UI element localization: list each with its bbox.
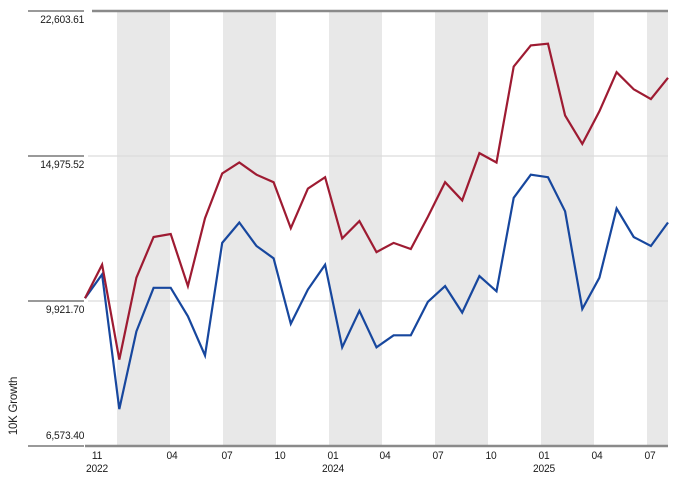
x-axis-tick-label: 10: [485, 450, 497, 462]
x-axis-tick-label: 04: [166, 450, 178, 462]
x-axis-tick-label: 04: [379, 450, 391, 462]
quarter-band: [435, 12, 488, 446]
x-axis-tick-label: 04: [591, 450, 603, 462]
quarter-band: [647, 12, 668, 446]
x-axis-tick-label: 07: [644, 450, 656, 462]
x-axis-tick-label: 10: [274, 450, 286, 462]
y-axis-tick-label: 9,921.70: [45, 303, 85, 316]
y-axis-tick-label: 14,975.52: [40, 158, 84, 171]
x-axis-year-label: 2025: [532, 463, 556, 475]
quarter-band: [117, 12, 170, 446]
x-axis-year-label: 2024: [321, 463, 345, 475]
x-axis-tick-label: 07: [432, 450, 444, 462]
series-line-dark-red: [84, 42, 669, 360]
y-axis-tick-label: 6,573.40: [45, 430, 85, 442]
quarter-band: [223, 12, 276, 446]
x-axis-tick-label: 07: [221, 450, 233, 462]
x-axis-year-label: 2022: [85, 463, 109, 475]
y-axis-tick-label: 22,603.61: [40, 14, 84, 26]
y-axis-title: 10K Growth: [6, 376, 20, 436]
x-axis-tick-label: 11: [91, 450, 103, 462]
quarter-band: [329, 12, 382, 446]
series-line-blue: [84, 173, 669, 410]
x-axis-tick-label: 01: [327, 450, 339, 462]
x-axis-tick-label: 01: [538, 450, 550, 462]
